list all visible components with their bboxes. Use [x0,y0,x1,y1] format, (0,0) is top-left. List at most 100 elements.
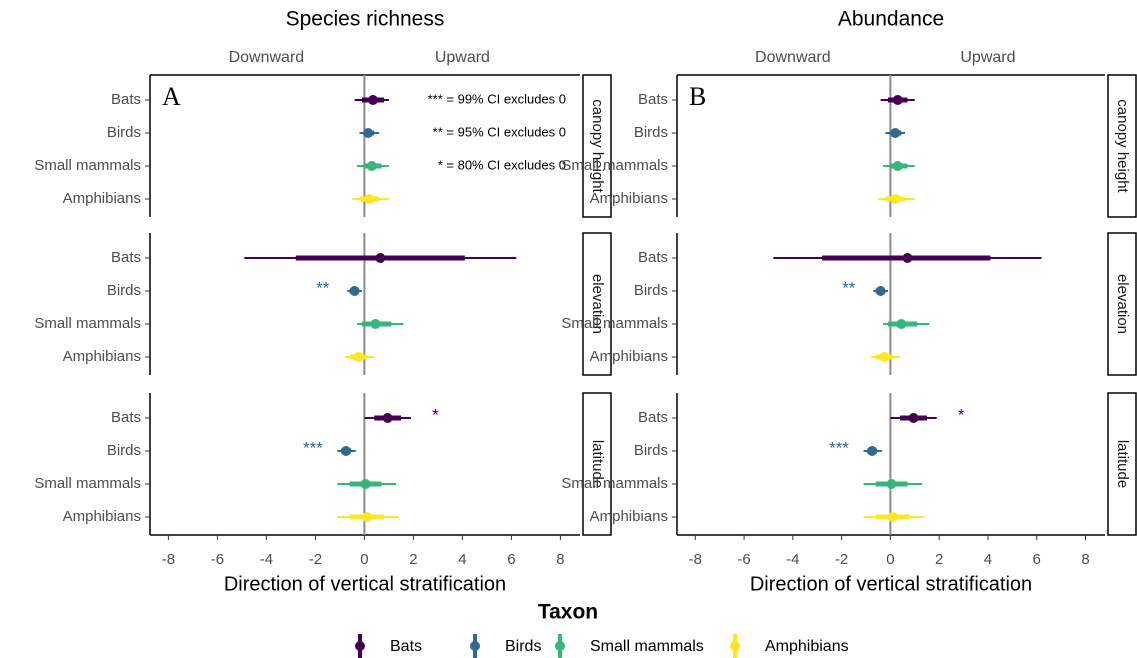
estimate-point [892,95,903,105]
legend-label: Amphibians [765,638,849,655]
x-tick-label: -6 [211,551,224,568]
estimate-point [867,446,878,456]
y-tick-label: Amphibians [590,508,668,525]
legend-label: Small mammals [590,638,704,655]
estimate-point [890,194,901,204]
y-tick-label: Amphibians [590,190,668,207]
legend-key [470,641,480,651]
y-tick-label: Birds [634,442,668,459]
x-tick-label: 6 [1033,551,1041,568]
facet-strip [1107,232,1137,376]
estimate-point [366,161,377,171]
y-tick-label: Birds [634,124,668,141]
estimate-point [890,128,901,138]
x-tick-label: -2 [309,551,322,568]
x-tick-label: 2 [409,551,417,568]
y-tick-label: Birds [107,282,141,299]
facet-label: elevation [1114,274,1131,334]
legend-label: Bats [390,638,422,655]
x-tick-label: -6 [737,551,750,568]
estimate-point [892,161,903,171]
x-tick-label: 8 [1081,551,1089,568]
note: * = 80% CI excludes 0 [438,157,566,172]
direction-label: Downward [229,49,305,66]
legend-label: Birds [505,638,541,655]
estimate-point [361,512,372,522]
y-tick-label: Bats [111,409,141,426]
estimate-point [363,128,374,138]
estimate-point [908,413,919,423]
panel-title: Abundance [838,8,944,31]
significance-star: *** [303,438,323,457]
x-tick-label: -2 [835,551,848,568]
note: *** = 99% CI excludes 0 [428,91,566,106]
legend-title: Taxon [538,601,598,624]
direction-label: Upward [435,49,490,66]
x-tick-label: -4 [786,551,799,568]
facet-label: elevation [589,274,606,334]
facet-strip [1107,392,1137,536]
x-tick-label: 0 [886,551,894,568]
facet-label: latitude [1114,440,1131,488]
estimate-point [896,319,907,329]
panel-title: Species richness [286,8,445,31]
facet-label: canopy height [589,99,606,193]
estimate-point [360,479,371,489]
y-tick-label: Small mammals [561,157,668,174]
panel-label: B [689,82,706,111]
y-tick-label: Amphibians [63,508,141,525]
estimate-point [875,286,886,296]
y-tick-label: Bats [638,249,668,266]
estimate-point [349,286,360,296]
estimate-point [375,253,386,263]
y-tick-label: Bats [111,91,141,108]
y-tick-label: Amphibians [63,190,141,207]
estimate-point [887,512,898,522]
x-tick-label: 4 [984,551,992,568]
facet-strip [582,392,612,536]
x-axis-title: Direction of vertical stratification [750,573,1032,595]
estimate-point [367,95,378,105]
y-tick-label: Small mammals [34,475,141,492]
facet-strip [582,74,612,218]
x-tick-label: 8 [556,551,564,568]
y-tick-label: Amphibians [590,348,668,365]
significance-star: *** [829,438,849,457]
y-tick-label: Small mammals [34,157,141,174]
x-axis-title: Direction of vertical stratification [224,573,506,595]
y-tick-label: Birds [107,124,141,141]
estimate-point [353,352,364,362]
x-tick-label: -4 [260,551,273,568]
y-tick-label: Birds [107,442,141,459]
estimate-point [382,413,393,423]
legend-key [555,641,565,651]
x-tick-label: -8 [162,551,175,568]
facet-strip [1107,74,1137,218]
estimate-point [886,479,897,489]
y-tick-label: Bats [638,409,668,426]
significance-star: * [958,405,965,424]
direction-label: Downward [755,49,831,66]
facet-label: latitude [589,440,606,488]
facet-label: canopy height [1114,99,1131,193]
significance-star: ** [842,278,856,297]
estimate-point [902,253,913,263]
estimate-point [341,446,352,456]
y-tick-label: Small mammals [561,475,668,492]
y-tick-label: Amphibians [63,348,141,365]
y-tick-label: Small mammals [34,315,141,332]
estimate-point [879,352,890,362]
x-tick-label: 4 [458,551,466,568]
y-tick-label: Small mammals [561,315,668,332]
note: ** = 95% CI excludes 0 [433,124,566,139]
x-tick-label: 0 [360,551,368,568]
significance-star: * [432,405,439,424]
y-tick-label: Birds [634,282,668,299]
significance-star: ** [316,278,330,297]
legend-key [355,641,365,651]
legend-key [730,641,740,651]
panel-label: A [162,82,181,111]
direction-label: Upward [960,49,1015,66]
estimate-point [364,194,375,204]
